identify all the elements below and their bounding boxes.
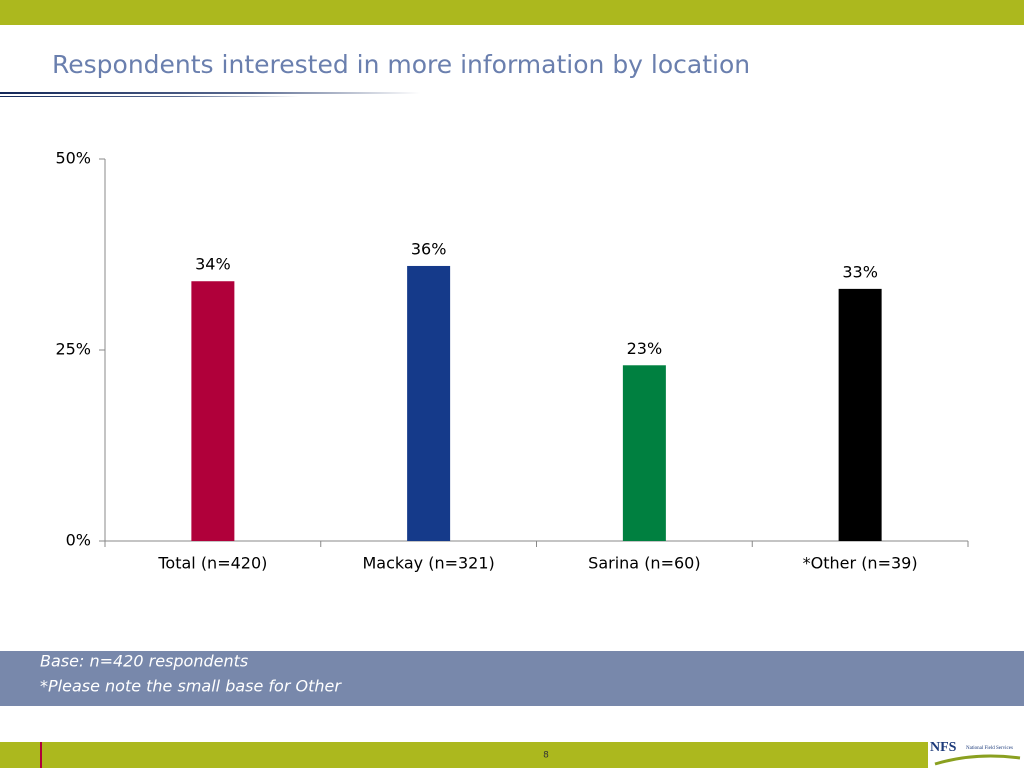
notes-band <box>0 651 1024 706</box>
x-tick-label: Mackay (n=321) <box>362 554 494 573</box>
y-tick-label: 0% <box>66 531 91 550</box>
title-rule <box>0 92 420 94</box>
y-tick-label: 25% <box>55 340 91 359</box>
title-rule <box>0 96 300 97</box>
logo: NFS <box>930 740 957 755</box>
data-label: 34% <box>195 255 231 274</box>
top-band <box>0 0 1024 25</box>
page-number: 8 <box>543 751 549 761</box>
bottom-band <box>0 742 1024 768</box>
data-label: 33% <box>842 262 878 281</box>
bar <box>407 265 451 541</box>
note: *Please note the small base for Other <box>40 677 342 696</box>
logo-swoosh <box>934 754 1021 766</box>
note: Base: n=420 respondents <box>40 652 248 671</box>
x-tick-label: Sarina (n=60) <box>588 554 700 573</box>
bar <box>191 281 235 541</box>
logo-subtitle: National Field Services <box>966 746 1013 751</box>
x-tick-label: *Other (n=39) <box>803 554 918 573</box>
x-tick-label: Total (n=420) <box>157 554 267 573</box>
decor <box>40 742 42 768</box>
chart: 0% 25% 50% Total (n=420) 34% Mackay (n=321) 36… <box>55 149 969 573</box>
data-label: 36% <box>411 239 447 258</box>
bar <box>622 365 666 541</box>
logo-box <box>928 740 1024 768</box>
data-label: 23% <box>627 339 663 358</box>
y-tick-label: 50% <box>55 149 91 168</box>
bar <box>838 288 882 541</box>
chart-title: Respondents interested in more informati… <box>52 50 750 79</box>
